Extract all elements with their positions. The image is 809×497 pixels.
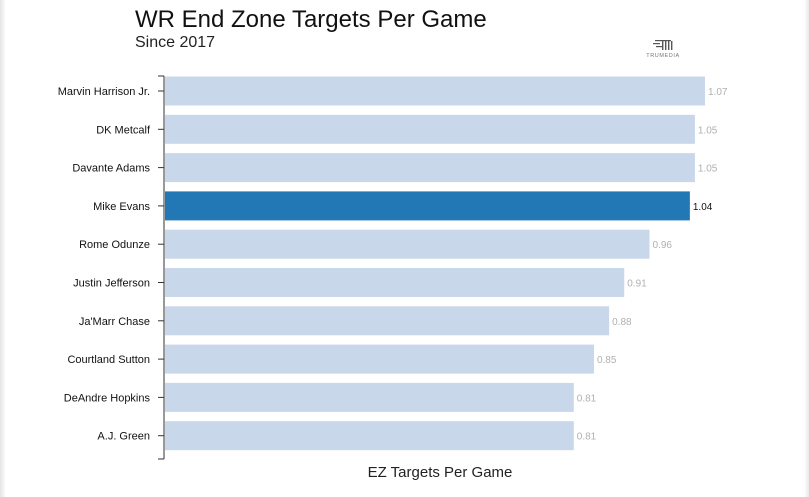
data-label: 1.05 [698, 164, 718, 175]
data-label: 0.88 [612, 317, 632, 328]
y-tick-label: Rome Odunze [79, 239, 150, 251]
y-axis: Marvin Harrison Jr. DK Metcalf Davante Ada… [58, 75, 165, 460]
y-tick-label: Marvin Harrison Jr. [58, 86, 150, 98]
y-tick-label: DeAndre Hopkins [64, 392, 151, 404]
bar [165, 191, 690, 221]
y-tick-label: Davante Adams [72, 163, 150, 175]
data-label: 0.81 [577, 393, 597, 404]
bar [165, 114, 695, 144]
x-axis-label: EZ Targets Per Game [368, 464, 513, 481]
data-label: 0.91 [627, 279, 647, 290]
bar [165, 306, 610, 336]
y-tick-label: Justin Jefferson [73, 278, 150, 290]
y-tick-label: DK Metcalf [96, 124, 151, 136]
data-label: 1.04 [693, 202, 713, 213]
y-tick-label: Courtland Sutton [67, 354, 150, 366]
bar [165, 153, 695, 183]
y-tick-label: Mike Evans [93, 201, 150, 213]
right-edge-shadow [804, 0, 809, 497]
data-label: 0.85 [597, 355, 617, 366]
bar [165, 421, 574, 451]
left-edge-shadow [0, 0, 6, 497]
y-tick-label: A.J. Green [97, 431, 150, 443]
y-tick-label: Ja'Marr Chase [79, 316, 150, 328]
bar [165, 229, 650, 259]
bars: 1.07 1.05 1.05 1.04 0.96 0.91 0.88 0.85 0.81 0.81 [165, 76, 728, 451]
bar [165, 268, 625, 297]
data-label: 0.81 [577, 432, 597, 443]
chart-subtitle: Since 2017 [135, 34, 216, 51]
data-label: 1.05 [698, 125, 718, 136]
data-label: 0.96 [652, 240, 672, 251]
bar [165, 76, 705, 106]
logo-text: TRUMEDIA [646, 53, 680, 59]
bar [165, 382, 574, 412]
chart-title: WR End Zone Targets Per Game [135, 6, 487, 33]
bar [165, 344, 594, 374]
trumedia-logo: TRUMEDIA [641, 40, 685, 62]
data-label: 1.07 [708, 87, 728, 98]
trumedia-logo-icon [653, 40, 673, 50]
